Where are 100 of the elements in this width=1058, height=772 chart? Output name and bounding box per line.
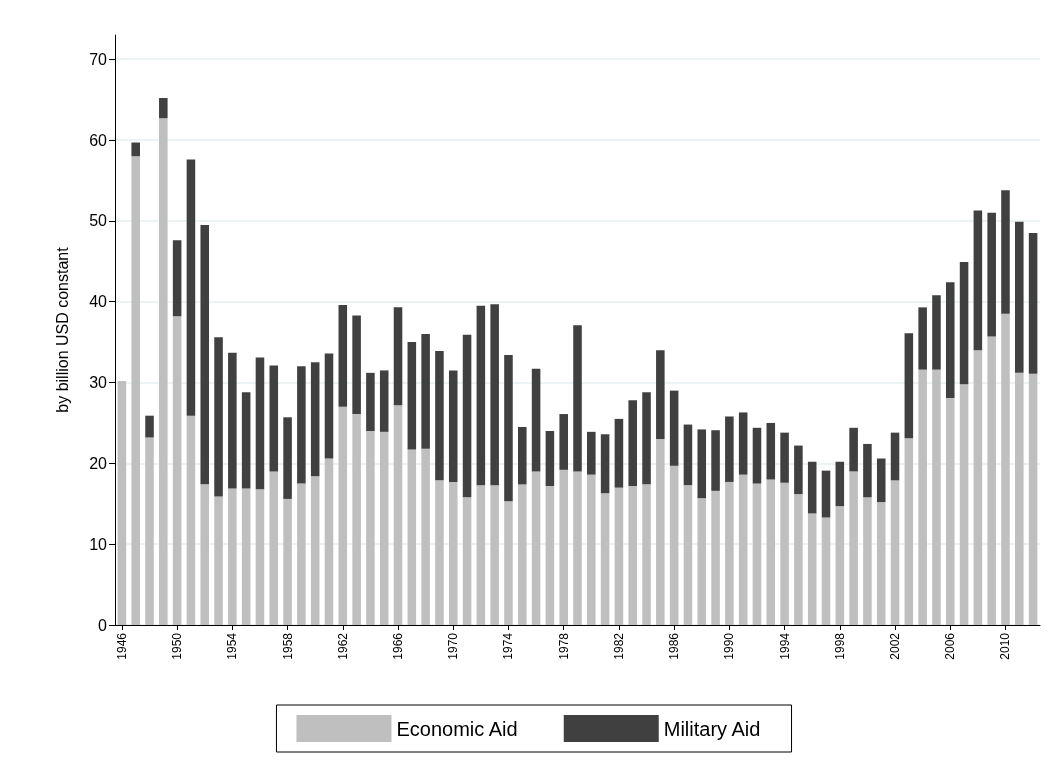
bar xyxy=(310,362,320,477)
bar xyxy=(863,443,872,498)
bar xyxy=(987,336,996,625)
x-tick-label: 1990 xyxy=(722,632,737,660)
bar xyxy=(835,461,845,507)
bar xyxy=(186,159,196,416)
bar xyxy=(794,494,803,625)
bar xyxy=(228,352,237,489)
bar xyxy=(725,481,734,625)
bar xyxy=(241,392,251,489)
x-tick-label: 1966 xyxy=(391,632,406,660)
bar xyxy=(890,480,900,625)
bar xyxy=(587,431,596,475)
bar xyxy=(200,224,210,485)
bar xyxy=(959,384,969,625)
bar xyxy=(393,405,403,625)
bar xyxy=(683,485,693,625)
bar xyxy=(890,432,900,481)
bar xyxy=(711,430,720,491)
bar xyxy=(448,370,458,482)
bar xyxy=(1001,313,1010,625)
bar xyxy=(614,418,624,488)
y-tick-label: 30 xyxy=(89,374,108,392)
bar xyxy=(600,493,610,625)
bar xyxy=(283,417,292,499)
bar xyxy=(573,471,582,625)
bar xyxy=(504,501,513,625)
bar xyxy=(366,372,375,432)
bar xyxy=(352,315,361,415)
bar xyxy=(587,474,596,625)
bar xyxy=(697,429,707,499)
bar xyxy=(518,484,527,625)
x-tick-label: 1982 xyxy=(611,632,626,660)
bar xyxy=(1015,372,1024,625)
bar xyxy=(531,471,541,625)
bar xyxy=(338,406,348,625)
bar xyxy=(393,307,403,406)
y-tick-label: 70 xyxy=(89,50,108,68)
bar xyxy=(172,240,182,317)
bar xyxy=(448,481,458,625)
bar xyxy=(932,295,941,370)
bar xyxy=(711,490,720,625)
bar xyxy=(973,210,983,351)
y-tick-label: 40 xyxy=(89,293,108,311)
bar xyxy=(214,496,223,625)
bar xyxy=(214,337,223,497)
bar xyxy=(435,480,444,625)
bar xyxy=(531,368,541,472)
bar xyxy=(1001,190,1010,314)
bar xyxy=(131,156,140,625)
bar xyxy=(366,431,375,625)
bar xyxy=(490,304,499,486)
bar xyxy=(973,350,983,625)
bar xyxy=(421,448,430,625)
bar xyxy=(780,432,789,483)
bar xyxy=(766,422,776,480)
legend-label: Military Aid xyxy=(663,717,761,740)
bar xyxy=(269,365,279,472)
bar xyxy=(324,353,334,459)
bar xyxy=(1028,373,1038,625)
bar xyxy=(379,370,389,432)
bar xyxy=(766,479,776,625)
bar xyxy=(656,439,665,625)
bar xyxy=(904,438,914,625)
x-tick-label: 1958 xyxy=(280,632,295,660)
bar xyxy=(821,517,831,625)
bar xyxy=(697,498,707,625)
bar xyxy=(794,445,803,495)
bar xyxy=(807,513,817,625)
bar xyxy=(987,212,996,337)
bar xyxy=(462,334,472,498)
bar xyxy=(352,414,361,625)
bar xyxy=(283,498,292,625)
bar xyxy=(918,307,927,370)
bar xyxy=(407,342,417,450)
bar xyxy=(780,482,789,625)
bar xyxy=(959,262,969,385)
y-tick-label: 20 xyxy=(89,454,108,472)
bar xyxy=(752,483,762,625)
bar xyxy=(159,98,168,119)
x-tick-label: 1950 xyxy=(170,632,185,660)
bar xyxy=(807,461,817,514)
bar xyxy=(297,366,306,484)
bar xyxy=(310,476,320,625)
bar xyxy=(1028,233,1038,374)
bar xyxy=(379,431,389,625)
x-tick-label: 1994 xyxy=(777,632,792,660)
y-tick-label: 60 xyxy=(89,131,108,149)
bar xyxy=(518,426,527,485)
x-tick-label: 1998 xyxy=(832,632,847,660)
bar xyxy=(407,449,417,625)
bar xyxy=(642,392,651,485)
y-tick-label: 0 xyxy=(98,616,108,634)
bar xyxy=(876,458,886,503)
bar xyxy=(683,424,693,486)
bar xyxy=(504,355,513,502)
bar xyxy=(200,484,210,625)
bar xyxy=(863,497,872,625)
bar xyxy=(338,304,348,407)
bar xyxy=(876,502,886,625)
